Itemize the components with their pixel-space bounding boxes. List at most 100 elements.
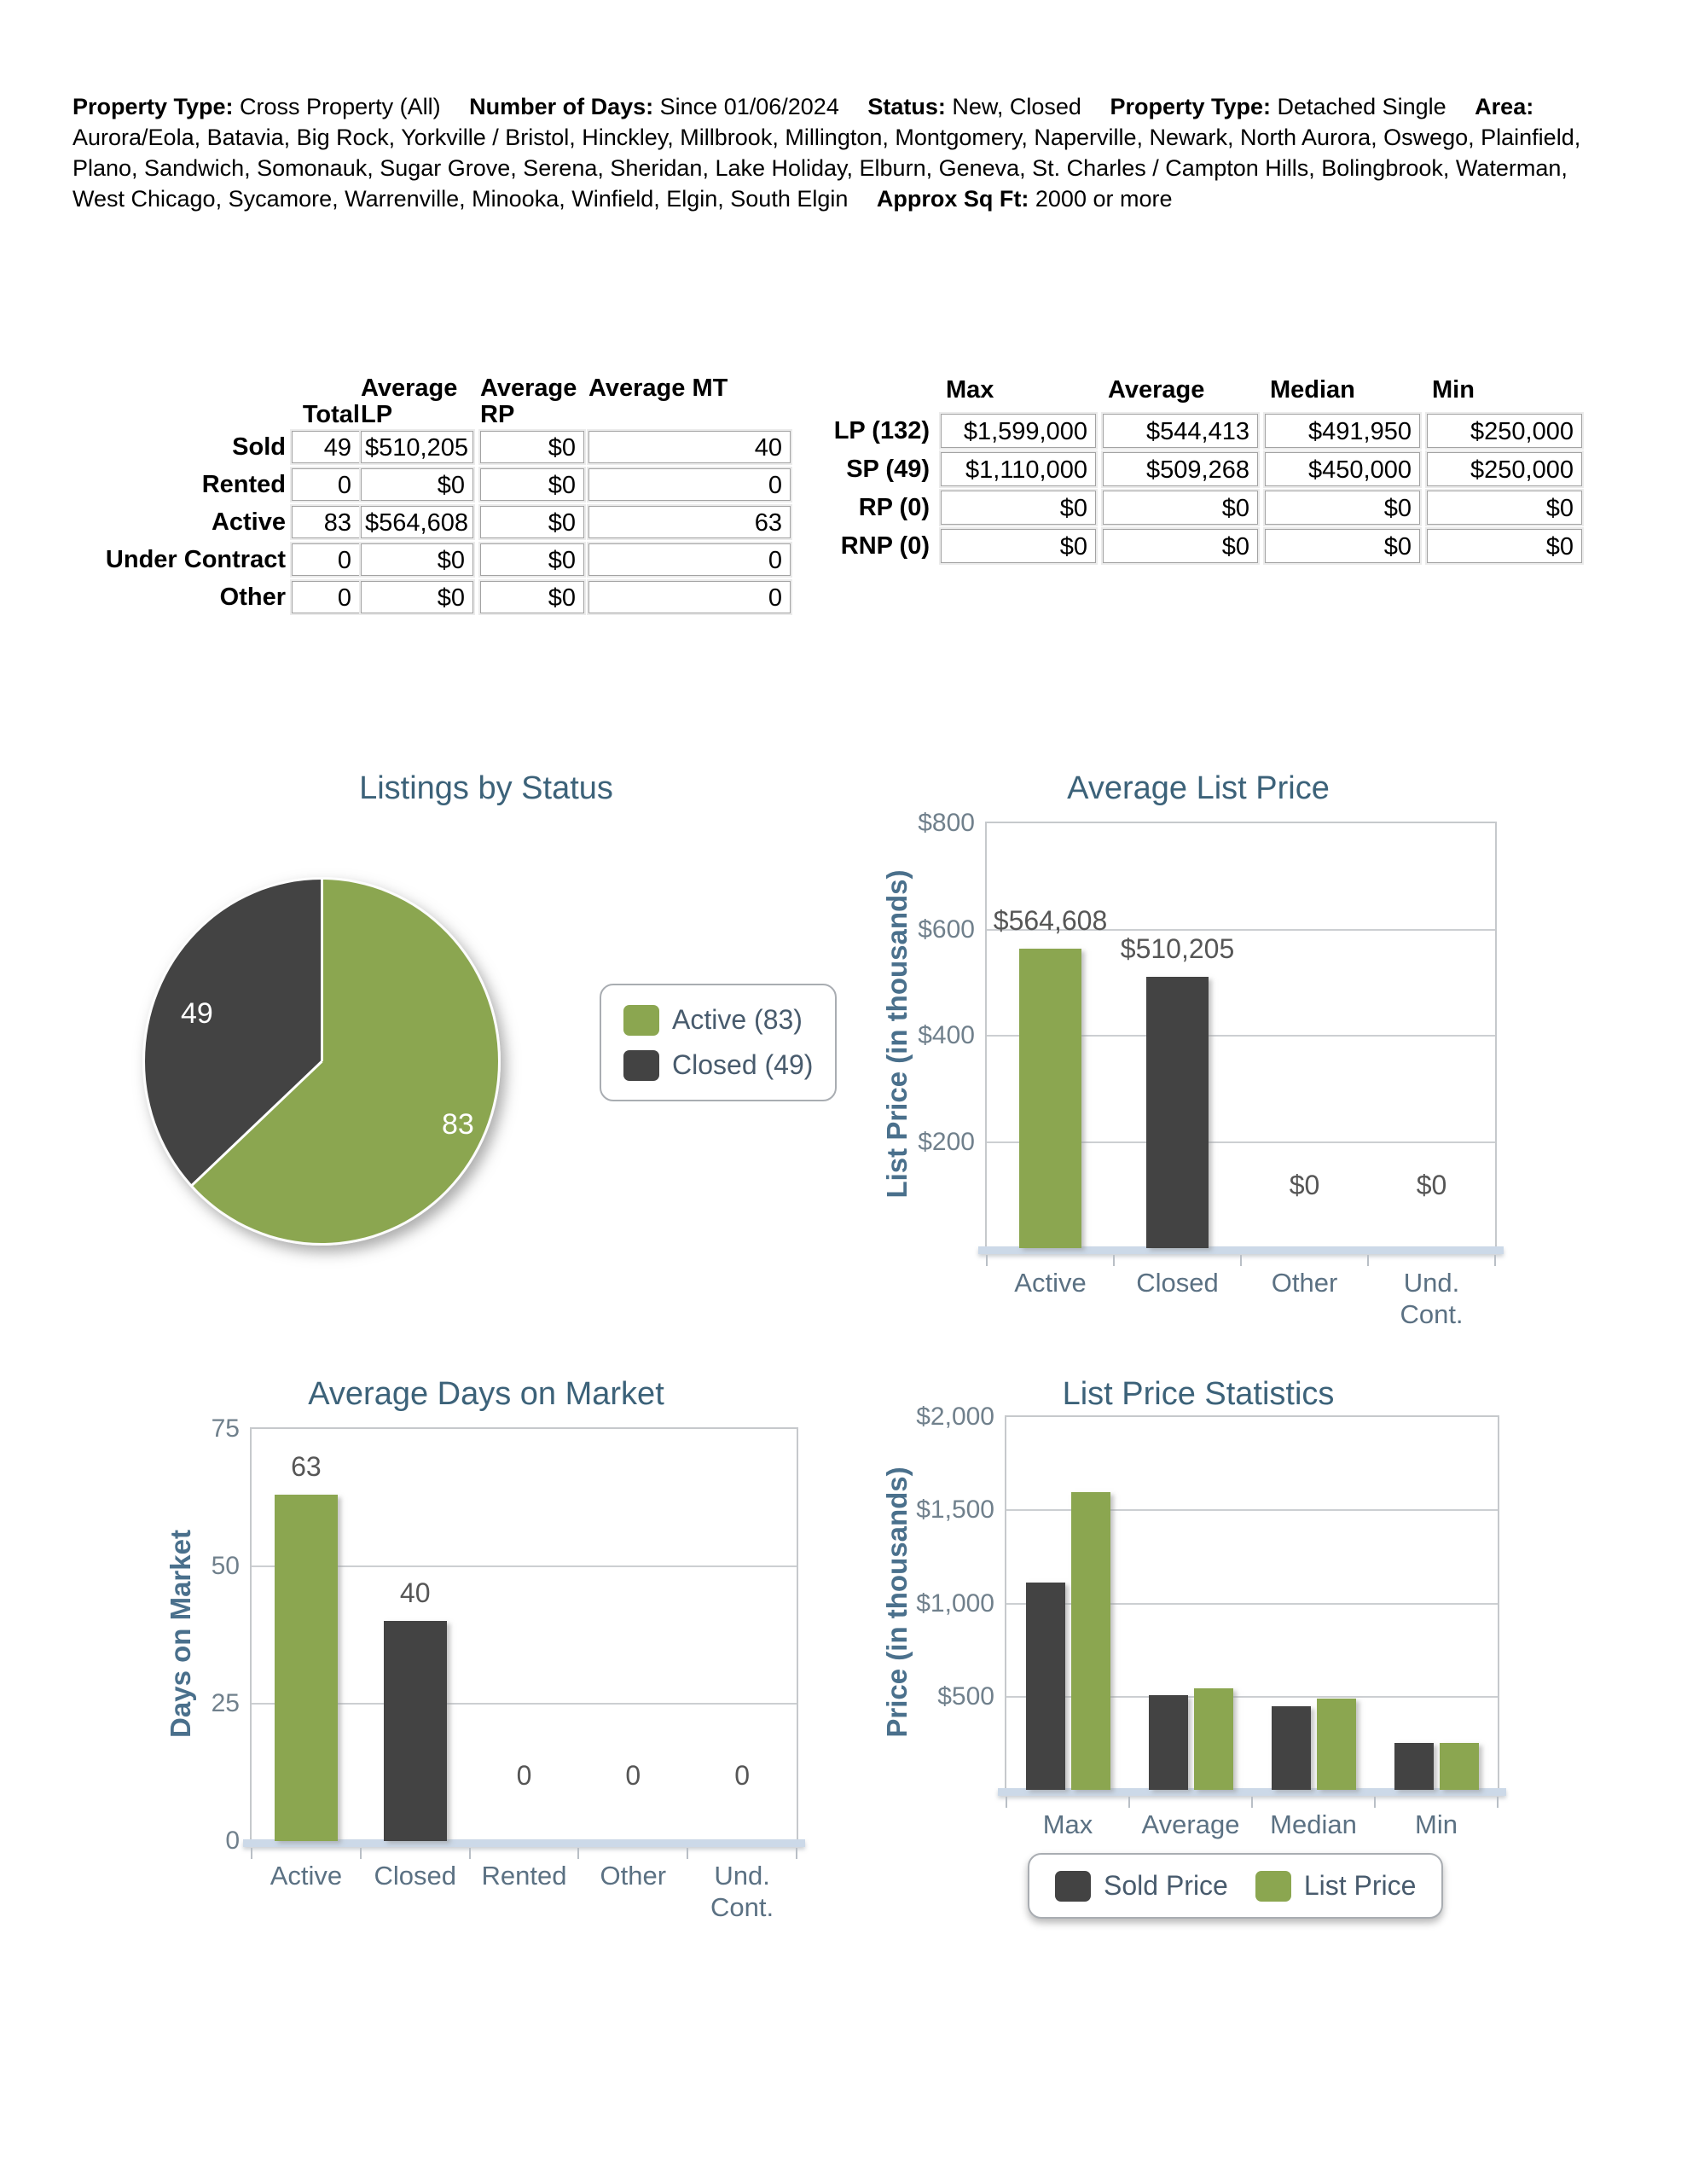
gridline xyxy=(987,928,1495,931)
x-axis-tick xyxy=(1374,1797,1376,1808)
cell-rp0: $0 xyxy=(941,491,1096,525)
x-axis-tick xyxy=(687,1848,689,1859)
y-tick-label: $2,000 xyxy=(916,1403,994,1431)
col-header-min: Min xyxy=(1432,376,1475,404)
col-header-total: Total xyxy=(302,401,360,428)
cell-sold: $510,205 xyxy=(361,431,473,463)
x-axis-baseline xyxy=(243,1839,805,1847)
cell-active: $564,608 xyxy=(361,506,473,538)
x-axis-label-undcont: Und. Cont. xyxy=(687,1860,797,1923)
cell-active: 83 xyxy=(292,506,360,538)
cell-rnp0: $0 xyxy=(1103,529,1258,563)
criteria-label: Area: xyxy=(1475,94,1534,119)
cell-rnp0: $0 xyxy=(941,529,1096,563)
cell-rp0: $0 xyxy=(1265,491,1420,525)
x-axis-label-text: Active xyxy=(270,1861,343,1891)
x-axis-tick xyxy=(251,1848,252,1859)
cell-rnp0: $0 xyxy=(1265,529,1420,563)
list-price-statistics-legend: Sold Price List Price xyxy=(1028,1853,1444,1919)
bar-value-label: 0 xyxy=(734,1760,750,1791)
y-tick-label: $400 xyxy=(918,1021,975,1049)
cell-rnp0: $0 xyxy=(1427,529,1582,563)
col-header-average: Average xyxy=(1108,376,1205,404)
x-axis-tick xyxy=(1240,1255,1242,1266)
gridline xyxy=(252,1703,797,1705)
x-axis-baseline xyxy=(978,1246,1504,1254)
criteria-label: Property Type: xyxy=(1110,94,1272,119)
row-label-active: Active xyxy=(211,508,286,536)
x-axis-tick xyxy=(1497,1797,1499,1808)
x-axis-label-text: Other xyxy=(600,1861,667,1891)
y-tick-label: 75 xyxy=(211,1414,240,1443)
avg-list-price-title: Average List Price xyxy=(1067,770,1330,806)
x-axis-label-active: Active xyxy=(252,1860,361,1891)
x-axis-label-text: Rented xyxy=(481,1861,567,1891)
bar-closed xyxy=(1146,977,1209,1248)
legend-label-active: Active (83) xyxy=(672,1004,803,1035)
closed-color-swatch xyxy=(623,1049,659,1081)
row-label-sold: Sold xyxy=(232,433,286,461)
legend-item-closed: Closed (49) xyxy=(623,1049,813,1081)
x-axis-tick xyxy=(468,1848,471,1859)
cell-rented: $0 xyxy=(480,468,584,501)
x-axis-label-other: Other xyxy=(578,1860,687,1891)
cell-active: $0 xyxy=(480,506,584,538)
bar-value-label: 0 xyxy=(516,1760,532,1791)
x-axis-label-text: Average xyxy=(1141,1809,1240,1839)
bar-value-label: $0 xyxy=(1289,1170,1320,1200)
list-price-statistics-title: List Price Statistics xyxy=(1062,1376,1335,1412)
x-axis-baseline xyxy=(998,1788,1506,1796)
criteria-value: New, Closed xyxy=(945,94,1081,119)
x-axis-tick xyxy=(796,1848,797,1859)
cell-lp132: $544,413 xyxy=(1103,414,1258,448)
row-label-rented: Rented xyxy=(201,471,286,498)
x-axis-tick xyxy=(1113,1255,1115,1266)
cell-under-contract: 0 xyxy=(292,543,360,576)
cell-under-contract: 0 xyxy=(588,543,791,576)
gridline xyxy=(987,1035,1495,1037)
bar-list-price-max xyxy=(1070,1491,1110,1790)
bar-value-label: 63 xyxy=(291,1451,322,1483)
col-header-median: Median xyxy=(1270,376,1355,404)
pie-slice-value-closed: 49 xyxy=(181,997,213,1030)
cell-under-contract: $0 xyxy=(361,543,473,576)
pie-slice-divider xyxy=(320,880,323,1061)
criteria-value: Aurora/Eola, Batavia, Big Rock, Yorkvill… xyxy=(72,125,1581,212)
x-axis-label-average: Average xyxy=(1129,1809,1252,1840)
x-axis-label-text: Active xyxy=(1014,1268,1087,1298)
legend-label-list-price: List Price xyxy=(1303,1870,1417,1901)
row-label-lp132: LP (132) xyxy=(833,417,930,444)
x-axis-label-closed: Closed xyxy=(361,1860,470,1891)
cell-active: 63 xyxy=(588,506,791,538)
cell-sold: $0 xyxy=(480,431,584,463)
gridline xyxy=(987,1141,1495,1143)
y-tick-label: 0 xyxy=(225,1827,240,1855)
row-label-rp0: RP (0) xyxy=(858,494,930,521)
cell-lp132: $250,000 xyxy=(1427,414,1582,448)
cell-lp132: $491,950 xyxy=(1265,414,1420,448)
bar-closed xyxy=(383,1621,447,1841)
list-price-color-swatch xyxy=(1255,1870,1291,1902)
cell-lp132: $1,599,000 xyxy=(941,414,1096,448)
x-axis-label-undcont: Und. Cont. xyxy=(1368,1267,1495,1330)
row-label-rnp0: RNP (0) xyxy=(840,532,930,560)
x-axis-label-text: Min xyxy=(1415,1809,1458,1839)
cell-sp49: $450,000 xyxy=(1265,452,1420,486)
list-price-statistics-y-axis-label: Price (in thousands) xyxy=(881,1467,913,1738)
x-axis-label-text: Max xyxy=(1042,1809,1093,1839)
list-price-statistics-plot: $2,000 $1,500 $1,000 $500 Max Average Median Mi… xyxy=(916,1403,1506,1839)
bar-sold-price-median xyxy=(1271,1705,1311,1790)
y-tick-label: $600 xyxy=(918,915,975,944)
cell-sold: 49 xyxy=(292,431,360,463)
cell-sp49: $1,110,000 xyxy=(941,452,1096,486)
avg-days-on-market-plot: 75 50 25 0 63 40 0 0 0 Active Closed Rented Other Und… xyxy=(212,1414,805,1922)
listings-by-status-pie: 49 83 xyxy=(142,877,501,1246)
pie-slice-divider xyxy=(188,1060,323,1188)
x-axis-tick xyxy=(1367,1255,1369,1266)
y-tick-label: $800 xyxy=(918,809,975,837)
y-tick-label: $500 xyxy=(937,1682,994,1711)
bar-list-price-min xyxy=(1439,1743,1479,1790)
y-tick-label: 50 xyxy=(211,1552,240,1580)
gridline xyxy=(1006,1695,1498,1698)
